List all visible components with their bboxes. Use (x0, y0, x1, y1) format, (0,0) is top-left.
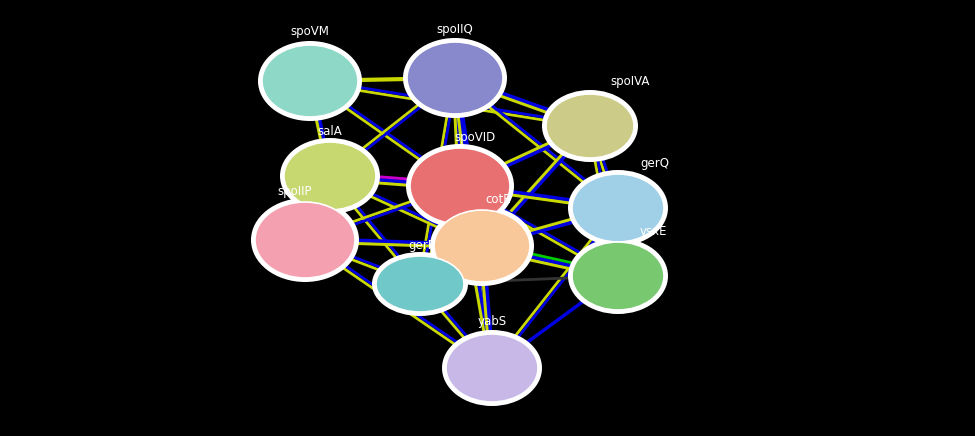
Ellipse shape (572, 242, 664, 310)
Text: spoVID: spoVID (454, 131, 495, 144)
Ellipse shape (376, 256, 464, 312)
Text: gerQ: gerQ (640, 157, 669, 170)
Ellipse shape (258, 41, 362, 121)
Ellipse shape (568, 170, 668, 246)
Ellipse shape (262, 45, 358, 117)
Ellipse shape (284, 142, 376, 210)
Text: spoIIQ: spoIIQ (437, 23, 474, 36)
Ellipse shape (446, 334, 538, 402)
Ellipse shape (403, 38, 507, 118)
Ellipse shape (406, 144, 514, 228)
Ellipse shape (442, 330, 542, 406)
Ellipse shape (542, 90, 638, 162)
Ellipse shape (280, 138, 380, 214)
Text: spoIVA: spoIVA (610, 75, 649, 88)
Ellipse shape (568, 238, 668, 314)
Ellipse shape (255, 202, 355, 278)
Ellipse shape (546, 94, 634, 158)
Ellipse shape (372, 252, 468, 316)
Text: salA: salA (318, 125, 342, 138)
Text: yabS: yabS (478, 315, 507, 328)
Ellipse shape (410, 148, 510, 224)
Ellipse shape (407, 42, 503, 114)
Text: spoIIP: spoIIP (278, 185, 312, 198)
Text: spoVM: spoVM (291, 25, 330, 38)
Ellipse shape (251, 198, 359, 282)
Ellipse shape (434, 210, 530, 282)
Ellipse shape (430, 206, 534, 286)
Ellipse shape (572, 174, 664, 242)
Text: gerR: gerR (409, 239, 436, 252)
Text: ysxE: ysxE (640, 225, 668, 238)
Text: cotE: cotE (486, 193, 511, 206)
